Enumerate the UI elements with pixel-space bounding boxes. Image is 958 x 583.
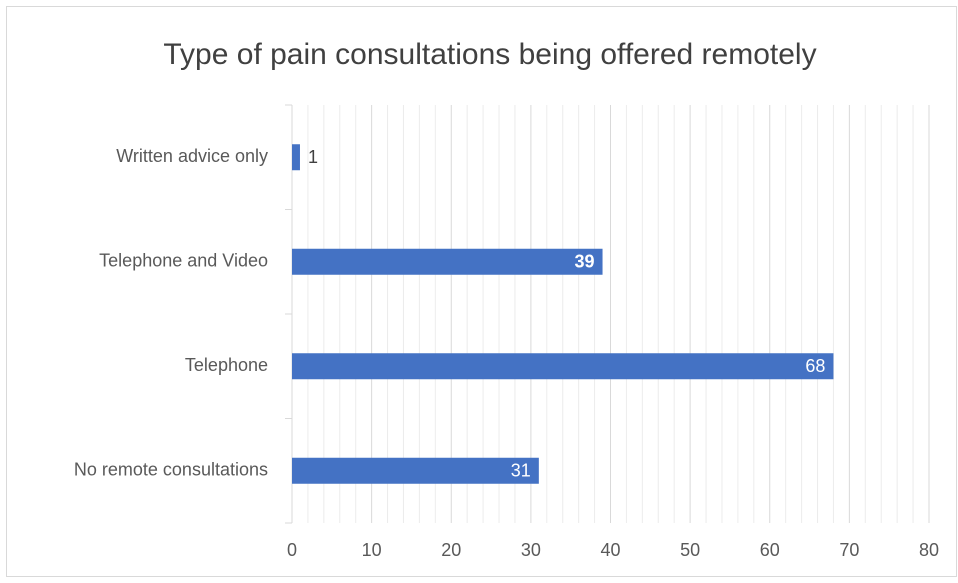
chart-frame [6, 6, 957, 577]
bar [292, 457, 539, 484]
data-label: 1 [308, 147, 318, 167]
y-tick-label: Written advice only [116, 146, 268, 166]
x-tick-label: 30 [521, 540, 541, 560]
x-tick-label: 60 [760, 540, 780, 560]
chart-title: Type of pain consultations being offered… [163, 38, 816, 71]
y-tick-label: Telephone and Video [99, 251, 268, 271]
x-tick-label: 40 [600, 540, 620, 560]
x-tick-label: 70 [839, 540, 859, 560]
y-tick-label: Telephone [185, 355, 268, 375]
x-tick-label: 20 [441, 540, 461, 560]
y-tick-label: No remote consultations [74, 460, 268, 480]
x-tick-label: 0 [287, 540, 297, 560]
bar [292, 353, 834, 380]
data-label: 39 [575, 252, 595, 272]
bar [292, 248, 603, 275]
bar [292, 144, 300, 171]
x-tick-label: 10 [362, 540, 382, 560]
data-label: 68 [805, 356, 825, 376]
x-tick-label: 80 [919, 540, 939, 560]
x-tick-label: 50 [680, 540, 700, 560]
data-label: 31 [511, 461, 531, 481]
